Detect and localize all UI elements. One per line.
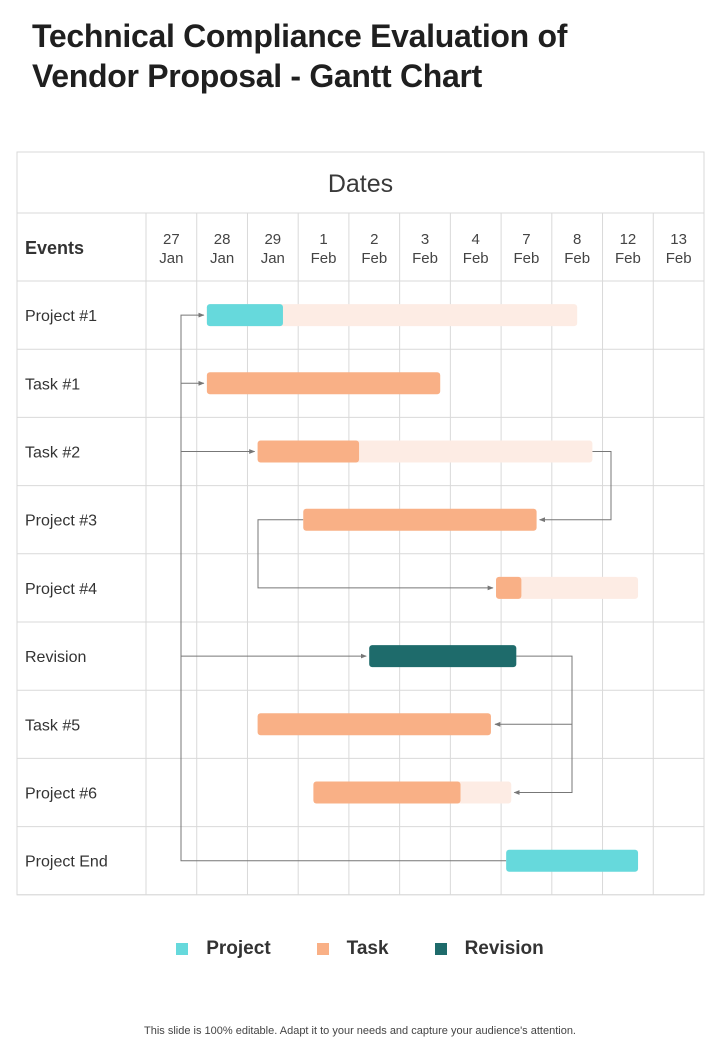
row-label: Task #5 [25,717,80,734]
date-day-label: 12 [620,231,637,248]
gantt-bar-project [206,304,283,327]
page-title: Technical Compliance Evaluation of Vendo… [32,16,672,96]
legend-item-project: Project [176,938,271,960]
date-day-label: 8 [573,231,581,248]
gantt-bar-task [303,508,537,531]
gantt-track-bar [496,576,639,599]
date-month-label: Feb [361,250,387,267]
date-month-label: Feb [311,250,337,267]
gantt-bar-project [506,849,639,872]
dates-header: Dates [328,170,393,198]
title-line-1: Technical Compliance Evaluation of [32,18,568,54]
row-label: Project #1 [25,308,97,325]
legend-item-revision: Revision [434,938,544,960]
row-label: Project End [25,854,108,871]
legend-item-task: Task [316,938,389,960]
date-month-label: Feb [463,250,489,267]
gantt-chart: Dates Events 27 Jan 28 Jan 29 Jan 1 Feb 2 Feb 3 Feb 4 F… [16,151,705,896]
legend-swatch-task [316,943,329,955]
gantt-track-bar [206,304,578,327]
date-month-label: Feb [615,250,641,267]
date-day-label: 2 [370,231,378,248]
date-day-label: 4 [472,231,480,248]
row-label: Revision [25,649,86,666]
date-month-label: Feb [412,250,438,267]
date-day-label: 3 [421,231,429,248]
row-label: Task #2 [25,445,80,462]
row-label: Project #3 [25,513,97,530]
dependency-arrow [257,519,494,591]
row-label: Task #1 [25,376,80,393]
legend-label-revision: Revision [464,938,544,959]
row-label: Project #6 [25,786,97,803]
footer-note: This slide is 100% editable. Adapt it to… [144,1025,576,1037]
date-month-label: Jan [210,250,234,267]
row-label: Project #4 [25,581,97,598]
legend-swatch-project [176,943,189,955]
chart-legend: Project Task Revision [0,938,720,960]
date-day-label: 13 [670,231,687,248]
date-day-label: 28 [214,231,231,248]
gantt-bar-task [257,713,491,736]
gantt-bar-task [206,372,441,395]
date-month-label: Feb [564,250,590,267]
dependency-arrow [180,312,507,862]
legend-label-task: Task [346,938,389,959]
date-month-label: Feb [514,250,540,267]
legend-swatch-revision [434,943,447,955]
gantt-bar-task [496,576,522,599]
events-header: Events [25,238,84,258]
date-day-label: 27 [163,231,180,248]
gantt-bar-task [257,440,360,463]
date-day-label: 7 [522,231,530,248]
date-day-label: 29 [264,231,281,248]
gantt-bar-revision [369,645,517,668]
date-month-label: Jan [159,250,183,267]
date-day-label: 1 [319,231,327,248]
gantt-bar-task [313,781,461,804]
legend-label-project: Project [206,938,271,959]
date-month-label: Feb [666,250,692,267]
dependency-arrow [538,451,612,523]
date-month-label: Jan [261,250,285,267]
title-line-2: Vendor Proposal - Gantt Chart [32,58,483,94]
